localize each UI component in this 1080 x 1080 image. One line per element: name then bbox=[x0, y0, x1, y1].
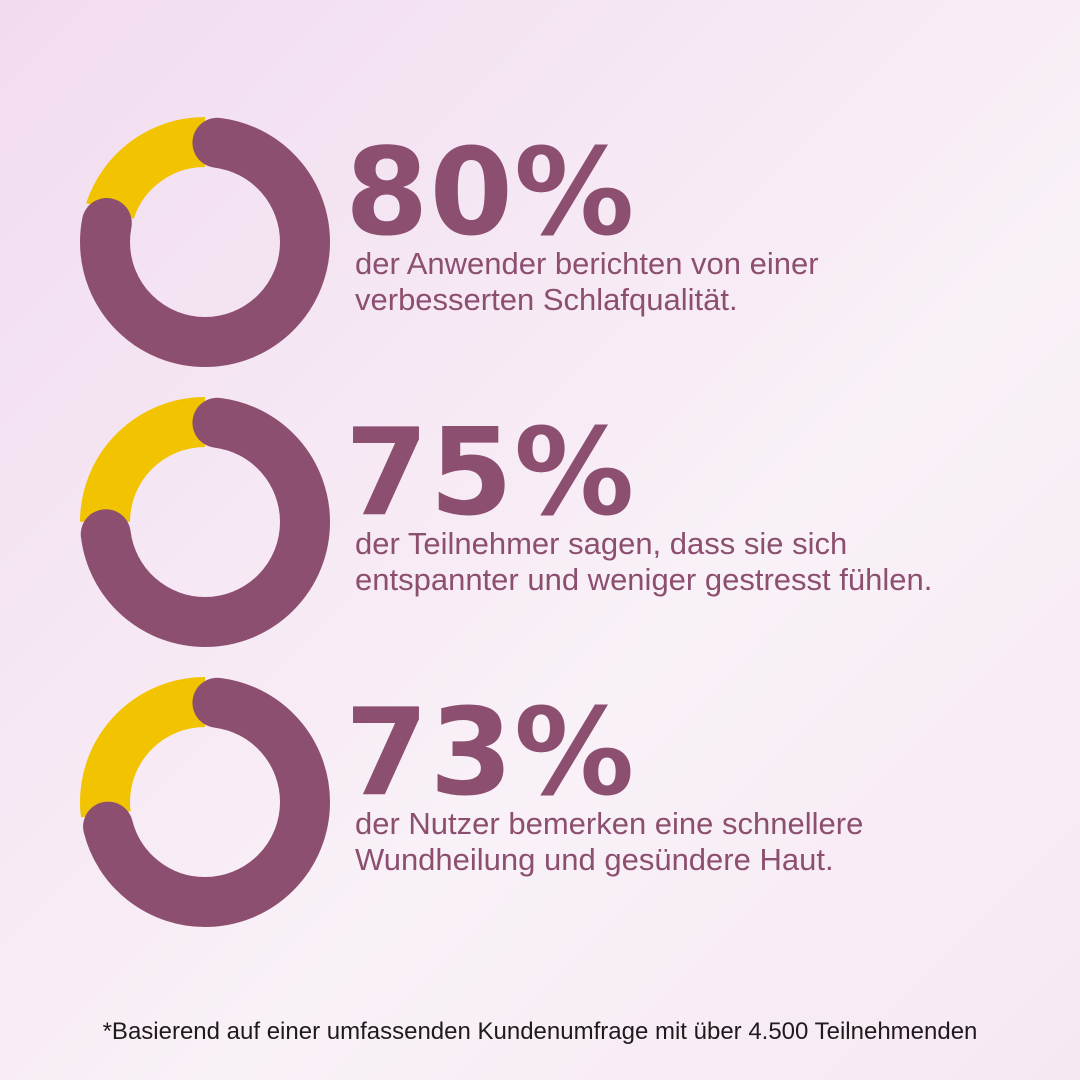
stat-row-skin: 73% der Nutzer bemerken eine schnellere … bbox=[0, 672, 1080, 932]
donut-slice-main bbox=[80, 117, 330, 367]
description-line: Wundheilung und gesündere Haut. bbox=[355, 842, 834, 877]
stat-description: der Nutzer bemerken eine schnellere Wund… bbox=[355, 806, 1055, 878]
footnote: *Basierend auf einer umfassenden Kundenu… bbox=[102, 1018, 978, 1045]
donut-chart-stress bbox=[80, 397, 330, 647]
stat-row-sleep: 80% der Anwender berichten von einer ver… bbox=[0, 112, 1080, 372]
donut-chart-skin bbox=[80, 677, 330, 927]
description-line: der Teilnehmer sagen, dass sie sich bbox=[355, 526, 848, 561]
percent-value: 80% bbox=[345, 124, 636, 263]
description-line: verbesserten Schlafqualität. bbox=[355, 282, 738, 317]
donut-slice-main bbox=[80, 677, 330, 927]
percent-value: 75% bbox=[345, 404, 636, 543]
percent-value: 73% bbox=[345, 684, 636, 823]
donut-slice-main bbox=[80, 397, 330, 647]
description-line: der Anwender berichten von einer bbox=[355, 246, 819, 281]
description-line: der Nutzer bemerken eine schnellere bbox=[355, 806, 864, 841]
description-line: entspannter und weniger gestresst fühlen… bbox=[355, 562, 933, 597]
donut-chart-sleep bbox=[80, 117, 330, 367]
stat-description: der Teilnehmer sagen, dass sie sich ents… bbox=[355, 526, 1055, 598]
stat-row-stress: 75% der Teilnehmer sagen, dass sie sich … bbox=[0, 392, 1080, 652]
stat-description: der Anwender berichten von einer verbess… bbox=[355, 246, 1055, 318]
